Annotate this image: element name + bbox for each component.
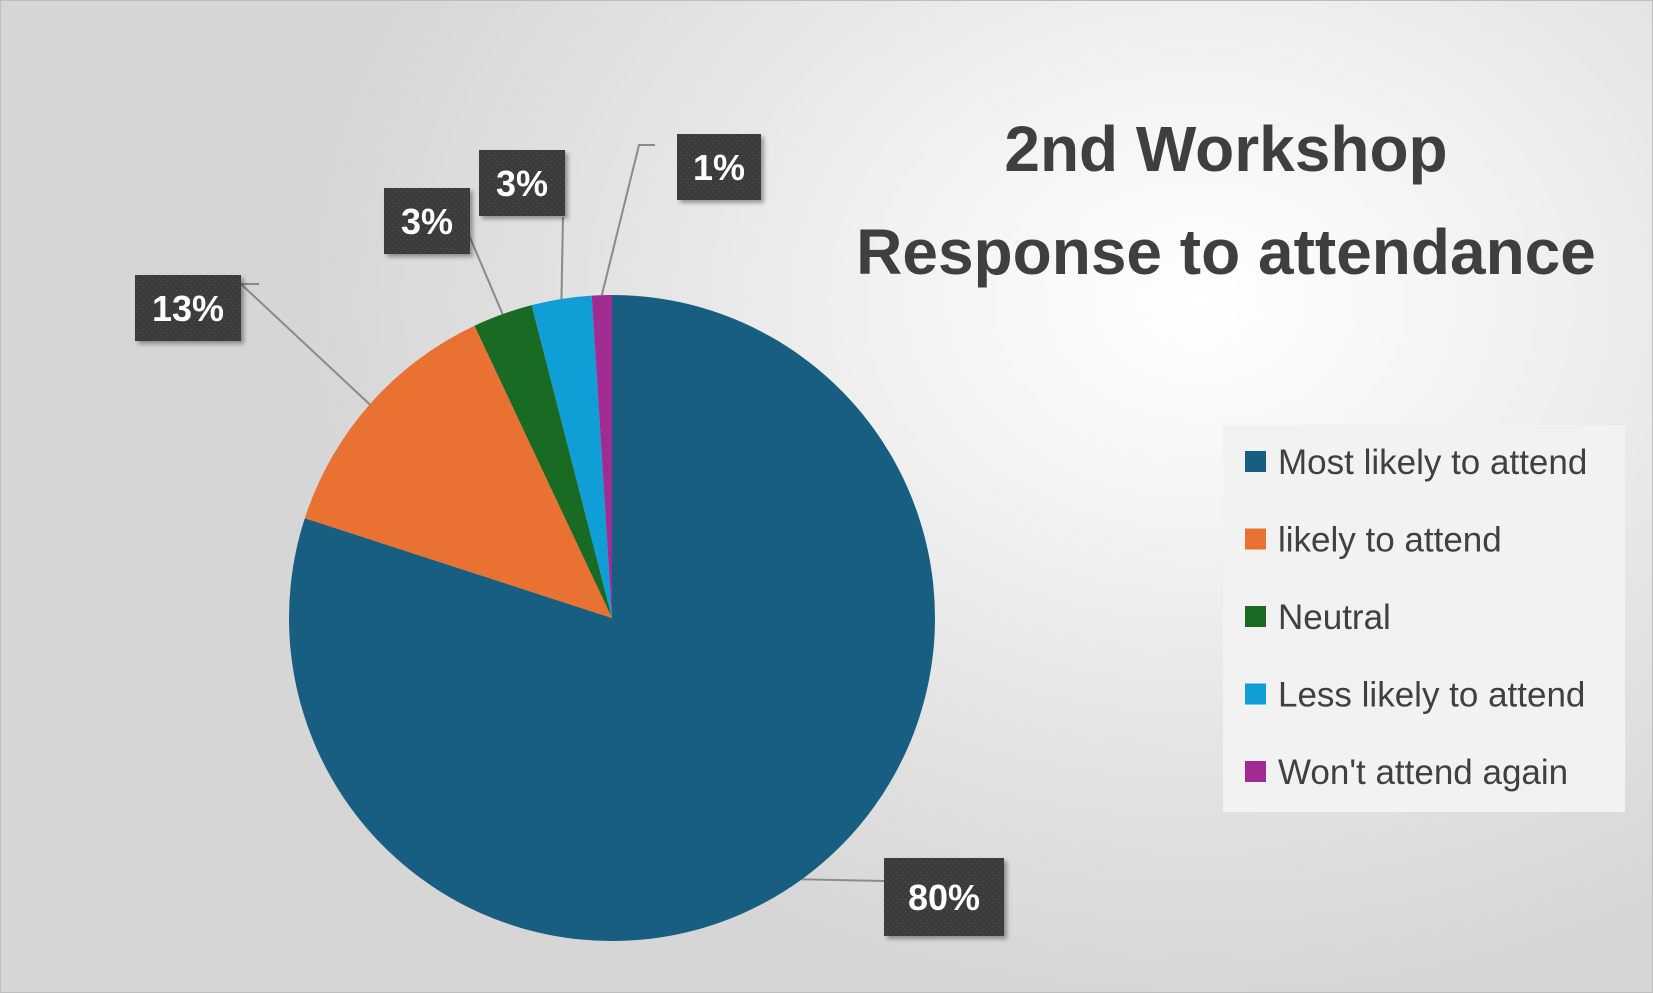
- legend: Most likely to attend likely to attend Neu…: [1223, 425, 1625, 812]
- pie-slices: [288, 295, 936, 941]
- legend-label-likely-to-attend: likely to attend: [1278, 521, 1502, 560]
- legend-label-most-likely-to-attend: Most likely to attend: [1278, 443, 1587, 482]
- data-label-neutral: 3%: [401, 201, 453, 242]
- pie-slice-less-likely-to-attend: [531, 295, 612, 618]
- legend-box: [1223, 425, 1625, 812]
- legend-swatch-likely-to-attend: [1245, 528, 1266, 550]
- legend-swatch-most-likely-to-attend: [1245, 451, 1266, 472]
- data-label-less-likely-to-attend: 3%: [496, 163, 548, 204]
- data-label-most-likely-to-attend: 80%: [908, 877, 980, 918]
- chart-title-line-1: 2nd Workshop: [1004, 113, 1447, 185]
- leader-line-most-likely-to-attend: [801, 878, 885, 882]
- legend-swatch-less-likely-to-attend: [1245, 683, 1266, 705]
- pie-slice-neutral: [474, 305, 612, 618]
- legend-label-neutral: Neutral: [1278, 598, 1391, 637]
- chart-title-line-2: Response to attendance: [856, 216, 1596, 288]
- legend-swatch-won-t-attend-again: [1245, 761, 1266, 782]
- data-label-likely-to-attend: 13%: [152, 288, 224, 329]
- data-label-box-most-likely-to-attend: [884, 858, 1004, 936]
- data-label-box-won-t-attend-again: [677, 134, 761, 200]
- legend-label-less-likely-to-attend: Less likely to attend: [1278, 676, 1585, 715]
- leader-line-won-t-attend-again: [600, 144, 655, 296]
- data-label-won-t-attend-again: 1%: [693, 147, 745, 188]
- pie-slice-won-t-attend-again: [591, 295, 612, 618]
- leader-line-less-likely-to-attend: [560, 216, 564, 299]
- legend-swatch-neutral: [1245, 606, 1266, 627]
- data-label-box-likely-to-attend: [135, 275, 241, 341]
- data-label-box-neutral: [384, 188, 470, 254]
- pie-slice-likely-to-attend: [304, 325, 612, 618]
- data-label-box-less-likely-to-attend: [479, 150, 565, 216]
- data-labels: 80% 13% 3% 3% 1%: [135, 134, 1004, 936]
- legend-label-won-t-attend-again: Won't attend again: [1278, 753, 1568, 792]
- leader-line-likely-to-attend: [238, 283, 371, 406]
